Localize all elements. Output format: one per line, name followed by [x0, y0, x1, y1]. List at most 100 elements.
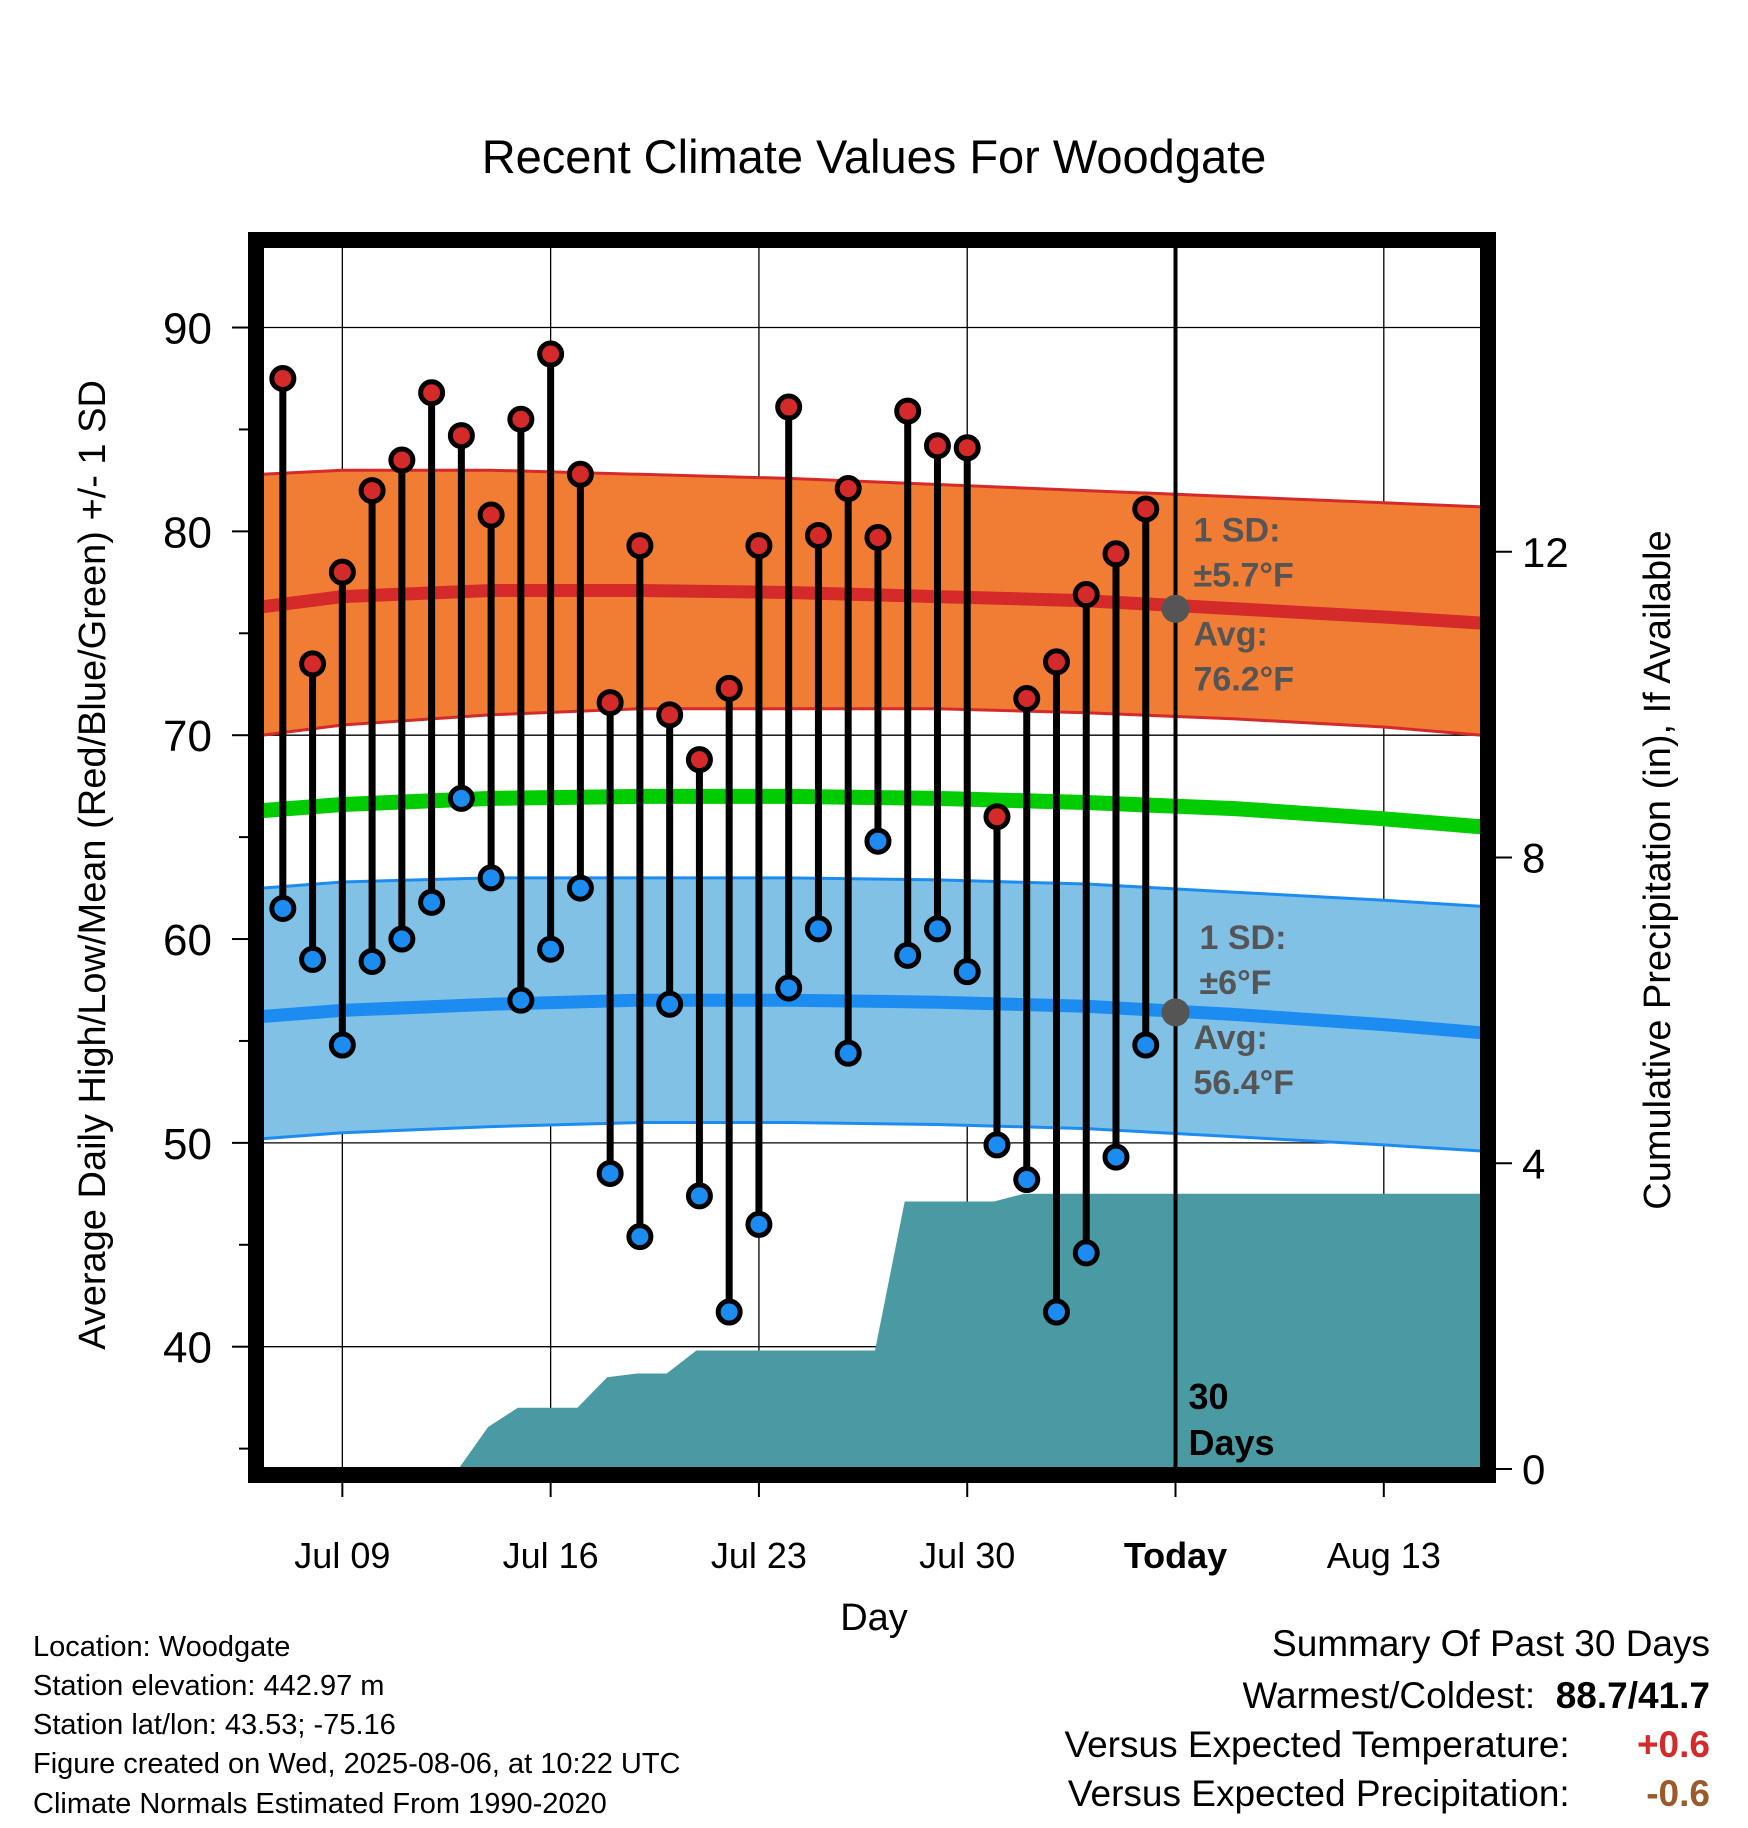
- low-point: [596, 1159, 624, 1187]
- y2-tick-label: 8: [1522, 835, 1545, 882]
- low-point: [537, 935, 565, 963]
- today-days-label: Days: [1189, 1422, 1275, 1463]
- high-sd-annotation: 1 SD:: [1194, 512, 1281, 550]
- high-sd-upper-line: [261, 468, 1483, 509]
- high-point: [656, 701, 684, 729]
- high-avg-annotation: Avg:: [1194, 616, 1268, 654]
- high-point: [418, 379, 446, 407]
- high-point: [447, 422, 475, 450]
- summary-vs-precip: Versus Expected Precipitation: -0.6: [1068, 1775, 1710, 1812]
- vs-temp-value: +0.6: [1636, 1724, 1710, 1765]
- high-point: [894, 397, 922, 425]
- x-tick-label: Jul 23: [711, 1535, 807, 1576]
- high-point: [1102, 540, 1130, 568]
- high-point: [923, 432, 951, 460]
- high-point: [358, 477, 386, 505]
- high-point: [537, 340, 565, 368]
- low-point: [447, 784, 475, 812]
- plot-area: 1 SD: ±5.7°F Avg: 76.2°F 1 SD: ±6°F Avg: 56.4°F…: [163, 232, 1569, 1576]
- low-point: [626, 1223, 654, 1251]
- y2-tick-label: 0: [1522, 1446, 1545, 1493]
- y-tick-label: 80: [163, 508, 212, 557]
- vs-precip-label: Versus Expected Precipitation:: [1067, 1773, 1570, 1814]
- low-point: [507, 986, 535, 1014]
- low-point: [864, 827, 892, 855]
- high-avg-line: [261, 584, 1483, 630]
- figure-created: Figure created on Wed, 2025-08-06, at 10…: [33, 1748, 681, 1780]
- high-point: [745, 532, 773, 560]
- high-point: [983, 803, 1011, 831]
- low-point: [894, 941, 922, 969]
- station-location: Location: Woodgate: [33, 1631, 291, 1663]
- low-point: [715, 1298, 743, 1326]
- low-point: [566, 874, 594, 902]
- x-tick-label: Jul 30: [919, 1535, 1015, 1576]
- chart-title: Recent Climate Values For Woodgate: [482, 130, 1267, 183]
- low-point: [1132, 1031, 1160, 1059]
- high-point: [1042, 648, 1070, 676]
- warmest-coldest-value: 88.7/41.7: [1555, 1675, 1710, 1716]
- y-tick-label: 90: [163, 305, 212, 354]
- precip-area: [262, 1193, 1482, 1469]
- low-point: [358, 947, 386, 975]
- low-point: [804, 915, 832, 943]
- high-point: [804, 521, 832, 549]
- high-point: [1013, 685, 1041, 713]
- high-point: [626, 532, 654, 560]
- low-avg-line: [261, 993, 1483, 1040]
- low-point: [775, 974, 803, 1002]
- high-point: [388, 446, 416, 474]
- station-elevation: Station elevation: 442.97 m: [33, 1670, 385, 1702]
- y2-tick-label: 12: [1522, 529, 1569, 576]
- high-point: [328, 558, 356, 586]
- x-tick-label: Jul 09: [294, 1535, 390, 1576]
- plot-frame: [248, 232, 1496, 1483]
- high-point: [299, 650, 327, 678]
- high-avg-annotation: 76.2°F: [1194, 660, 1295, 698]
- low-point: [834, 1039, 862, 1067]
- low-point: [923, 915, 951, 943]
- low-point: [418, 888, 446, 916]
- high-point: [685, 746, 713, 774]
- low-point: [328, 1031, 356, 1059]
- low-avg-annotation: Avg:: [1194, 1019, 1268, 1057]
- low-point: [983, 1131, 1011, 1159]
- high-sd-lower-line: [261, 707, 1483, 737]
- low-point: [745, 1210, 773, 1238]
- high-point: [269, 364, 297, 392]
- high-point: [775, 393, 803, 421]
- y-tick-label: 40: [163, 1324, 212, 1373]
- high-sd-band: [262, 470, 1482, 736]
- low-point: [953, 958, 981, 986]
- high-point: [864, 523, 892, 551]
- low-point: [477, 864, 505, 892]
- vs-temp-label: Versus Expected Temperature:: [1064, 1724, 1570, 1765]
- low-sd-annotation: 1 SD:: [1200, 919, 1287, 957]
- low-point: [1072, 1239, 1100, 1267]
- y2-axis-label: Cumulative Precipitation (in), If Availa…: [1637, 530, 1679, 1209]
- y-tick-label: 60: [163, 916, 212, 965]
- x-axis-label: Day: [840, 1597, 908, 1639]
- high-point: [566, 460, 594, 488]
- high-point: [953, 434, 981, 462]
- low-avg-annotation: 56.4°F: [1194, 1064, 1295, 1102]
- vs-precip-value: -0.6: [1646, 1773, 1710, 1814]
- low-point: [1102, 1143, 1130, 1171]
- y2-tick-label: 4: [1522, 1140, 1545, 1187]
- low-sd-lower-line: [261, 1121, 1483, 1153]
- high-point: [1132, 495, 1160, 523]
- high-point: [834, 475, 862, 503]
- x-tick-label: Aug 13: [1327, 1535, 1441, 1576]
- high-avg-marker: [1161, 594, 1190, 623]
- low-point: [299, 945, 327, 973]
- today-days-label: 30: [1189, 1376, 1229, 1417]
- low-point: [269, 894, 297, 922]
- y-axis-label: Average Daily High/Low/Mean (Red/Blue/Gr…: [72, 380, 114, 1350]
- high-point: [596, 689, 624, 717]
- mean-avg-line: [261, 788, 1483, 835]
- low-point: [1042, 1298, 1070, 1326]
- low-sd-annotation: ±6°F: [1200, 964, 1272, 1002]
- warmest-coldest-label: Warmest/Coldest:: [1242, 1675, 1536, 1716]
- low-point: [1013, 1166, 1041, 1194]
- low-point: [388, 925, 416, 953]
